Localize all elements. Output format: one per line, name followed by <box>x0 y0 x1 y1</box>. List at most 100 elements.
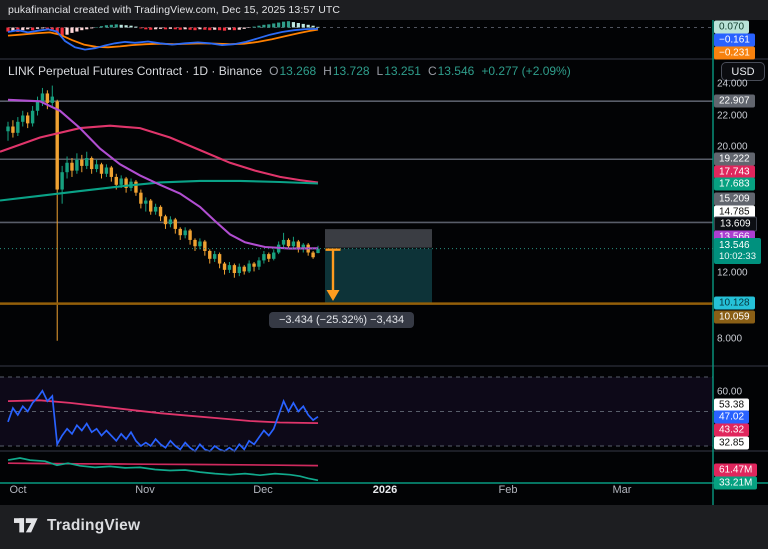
macd-histogram-bar <box>55 27 59 34</box>
candle-body <box>124 178 128 188</box>
symbol-title[interactable]: LINK Perpetual Futures Contract · 1D · B… <box>8 64 263 78</box>
ma-line-teal <box>0 179 319 202</box>
macd-histogram-bar <box>291 22 296 28</box>
price-badge: 14.785 <box>714 205 755 219</box>
macd-histogram-bar <box>26 27 30 30</box>
candle-body <box>25 115 30 124</box>
candle-body <box>193 239 197 247</box>
macd-histogram-bar <box>65 27 69 35</box>
macd-histogram-bar <box>35 27 40 29</box>
candle-body <box>212 254 217 259</box>
macd-histogram-bar <box>183 27 187 30</box>
candle-body <box>134 181 138 193</box>
macd-histogram-bar <box>311 25 315 28</box>
macd-histogram-bar <box>50 27 54 30</box>
macd-histogram-bar <box>85 27 89 30</box>
price-badge: 13.609 <box>714 216 757 232</box>
macd-histogram-bar <box>45 27 49 30</box>
macd-histogram-bar <box>158 27 163 29</box>
candle-body <box>257 260 261 267</box>
macd-histogram-bar <box>40 27 45 29</box>
price-badge: 10.128 <box>714 296 755 310</box>
tradingview-logo-text: TradingView <box>47 517 141 534</box>
candle-body <box>183 230 187 236</box>
candle-body <box>119 178 123 185</box>
macd-histogram-bar <box>213 27 217 30</box>
macd-histogram-bar <box>198 27 202 30</box>
time-label-Nov: Nov <box>135 484 155 496</box>
macd-histogram-bar <box>222 27 227 31</box>
time-label-Dec: Dec <box>253 484 273 496</box>
chart-area[interactable]: LINK Perpetual Futures Contract · 1D · B… <box>0 20 768 505</box>
ma-line-pink <box>0 124 319 184</box>
price-badge: 17.743 <box>714 165 755 179</box>
macd-histogram-bar <box>237 27 241 30</box>
candle-body <box>296 241 301 250</box>
candle-body <box>45 93 50 103</box>
macd-histogram-bar <box>173 27 177 30</box>
symbol-legend[interactable]: LINK Perpetual Futures Contract · 1D · B… <box>8 64 571 78</box>
low-label: L <box>376 64 384 78</box>
macd-histogram-bar <box>31 27 35 31</box>
macd-histogram-bar <box>277 22 281 28</box>
chart-canvas[interactable] <box>0 20 768 505</box>
candle-body <box>6 126 10 132</box>
candle-body <box>178 228 182 236</box>
macd-histogram-bar <box>178 27 182 30</box>
candle-body <box>262 254 266 261</box>
macd-histogram-bar <box>267 24 271 28</box>
candle-body <box>75 159 79 171</box>
macd-histogram-bar <box>232 27 236 31</box>
macd-histogram-bar <box>208 27 212 31</box>
macd-histogram-bar <box>252 26 256 28</box>
candle-body <box>301 244 305 250</box>
candle-body <box>60 172 64 190</box>
price-badge: 32.85 <box>714 436 750 450</box>
candle-body <box>247 263 251 272</box>
macd-histogram-bar <box>296 23 300 28</box>
candle-body <box>139 192 143 204</box>
candle-body <box>35 101 40 111</box>
currency-usd-button[interactable]: USD <box>721 62 765 81</box>
price-tick: 20.000 <box>717 141 748 153</box>
candle-body <box>291 241 296 247</box>
candle-body <box>144 200 148 204</box>
candle-body <box>286 239 291 247</box>
macd-histogram-bar <box>168 27 172 29</box>
macd-histogram-bar <box>306 24 310 28</box>
tradingview-logo[interactable]: TradingView <box>14 517 140 535</box>
macd-histogram-bar <box>80 27 84 31</box>
candle-body <box>188 230 192 240</box>
candle-body <box>272 252 276 259</box>
price-tick: 60.00 <box>717 386 743 398</box>
candle-body <box>16 121 20 133</box>
candle-body <box>311 252 315 258</box>
candle-body <box>203 241 207 251</box>
macd-histogram-bar <box>114 24 118 28</box>
volume-teal-line <box>7 457 319 482</box>
tradingview-logo-icon <box>14 517 40 535</box>
macd-histogram-bar <box>242 27 246 29</box>
macd-histogram-bar <box>134 26 138 28</box>
change-value: +0.277 (+2.09%) <box>481 64 571 78</box>
macd-histogram-bar <box>11 27 15 31</box>
price-badge: −0.231 <box>714 46 755 60</box>
macd-histogram-bar <box>144 27 148 30</box>
price-badge: 61.47M <box>714 463 758 477</box>
candle-body <box>168 219 173 225</box>
macd-histogram-bar <box>262 24 266 28</box>
candle-body <box>217 254 222 264</box>
price-badge: 13.546 10:02:33 <box>714 238 761 264</box>
macd-histogram-bar <box>129 25 133 28</box>
time-label-Feb: Feb <box>498 484 518 496</box>
candle-body <box>267 254 271 259</box>
macd-histogram-bar <box>6 27 10 32</box>
macd-histogram-bar <box>60 27 64 36</box>
macd-histogram-bar <box>316 26 320 28</box>
close-label: C <box>427 64 437 78</box>
candle-body <box>21 115 25 122</box>
ma-line-purple <box>7 98 319 250</box>
rsi-line <box>7 389 319 453</box>
time-label-2026: 2026 <box>372 484 398 496</box>
macd-histogram-bar <box>90 27 94 29</box>
